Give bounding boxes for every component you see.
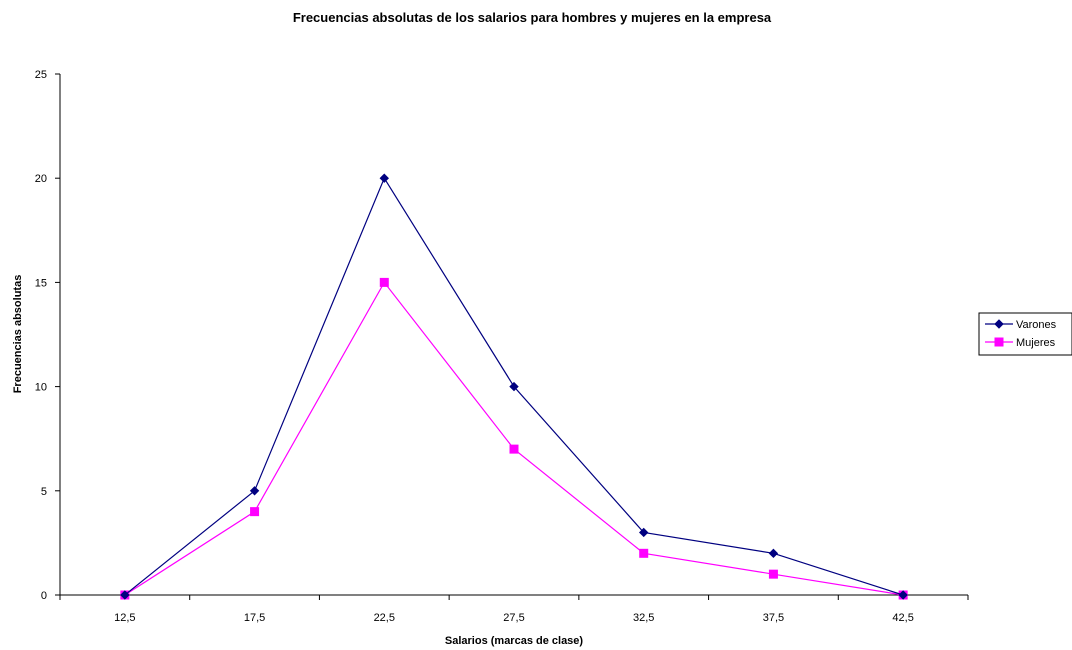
y-tick-label: 25 xyxy=(35,69,47,81)
data-point-varones xyxy=(639,527,649,538)
x-tick-label: 32,5 xyxy=(633,612,654,624)
data-point-varones xyxy=(249,486,260,496)
data-point-mujeres xyxy=(379,277,389,287)
data-point-varones xyxy=(120,590,130,600)
series-line-mujeres xyxy=(124,281,904,596)
legend-swatch-marker xyxy=(994,319,1004,329)
x-tick-label: 17,5 xyxy=(244,612,265,624)
legend-item-varones: Varones xyxy=(985,319,1057,331)
data-point-varones xyxy=(509,381,519,392)
y-tick-label: 10 xyxy=(35,382,47,394)
x-tick-label: 12,5 xyxy=(114,612,135,624)
legend-swatch-marker xyxy=(994,337,1004,347)
y-axis-label: Frecuencias absolutas xyxy=(12,275,24,394)
data-point-varones xyxy=(768,548,779,559)
x-ticks: 12,5 17,5 22,5 27,5 32,5 37,5 42,5 xyxy=(59,595,969,624)
x-tick-label: 42,5 xyxy=(892,612,913,624)
legend-label: Varones xyxy=(1016,319,1057,331)
data-point-mujeres xyxy=(639,548,649,558)
series-layer xyxy=(120,173,908,600)
y-tick-label: 20 xyxy=(35,173,47,185)
x-tick-label: 27,5 xyxy=(503,612,524,624)
y-tick-label: 5 xyxy=(41,486,47,498)
series-varones xyxy=(120,173,908,600)
data-point-varones xyxy=(379,173,389,183)
x-tick-label: 37,5 xyxy=(763,612,784,624)
chart-title: Frecuencias absolutas de los salarios pa… xyxy=(293,10,772,25)
data-point-varones xyxy=(898,590,908,600)
data-point-mujeres xyxy=(768,569,778,579)
legend-box xyxy=(978,312,1072,356)
legend-label: Mujeres xyxy=(1016,337,1056,349)
series-mujeres xyxy=(120,277,908,600)
y-tick-label: 15 xyxy=(35,277,47,289)
legend: Varones Mujeres xyxy=(978,312,1072,356)
axes xyxy=(59,74,968,596)
data-point-mujeres xyxy=(509,444,519,454)
x-tick-label: 22,5 xyxy=(374,612,395,624)
y-ticks: 0 5 10 15 20 25 xyxy=(35,69,60,602)
x-axis-label: Salarios (marcas de clase) xyxy=(445,635,584,647)
y-tick-label: 0 xyxy=(41,590,47,602)
legend-item-mujeres: Mujeres xyxy=(985,337,1056,349)
data-point-mujeres xyxy=(250,507,260,517)
